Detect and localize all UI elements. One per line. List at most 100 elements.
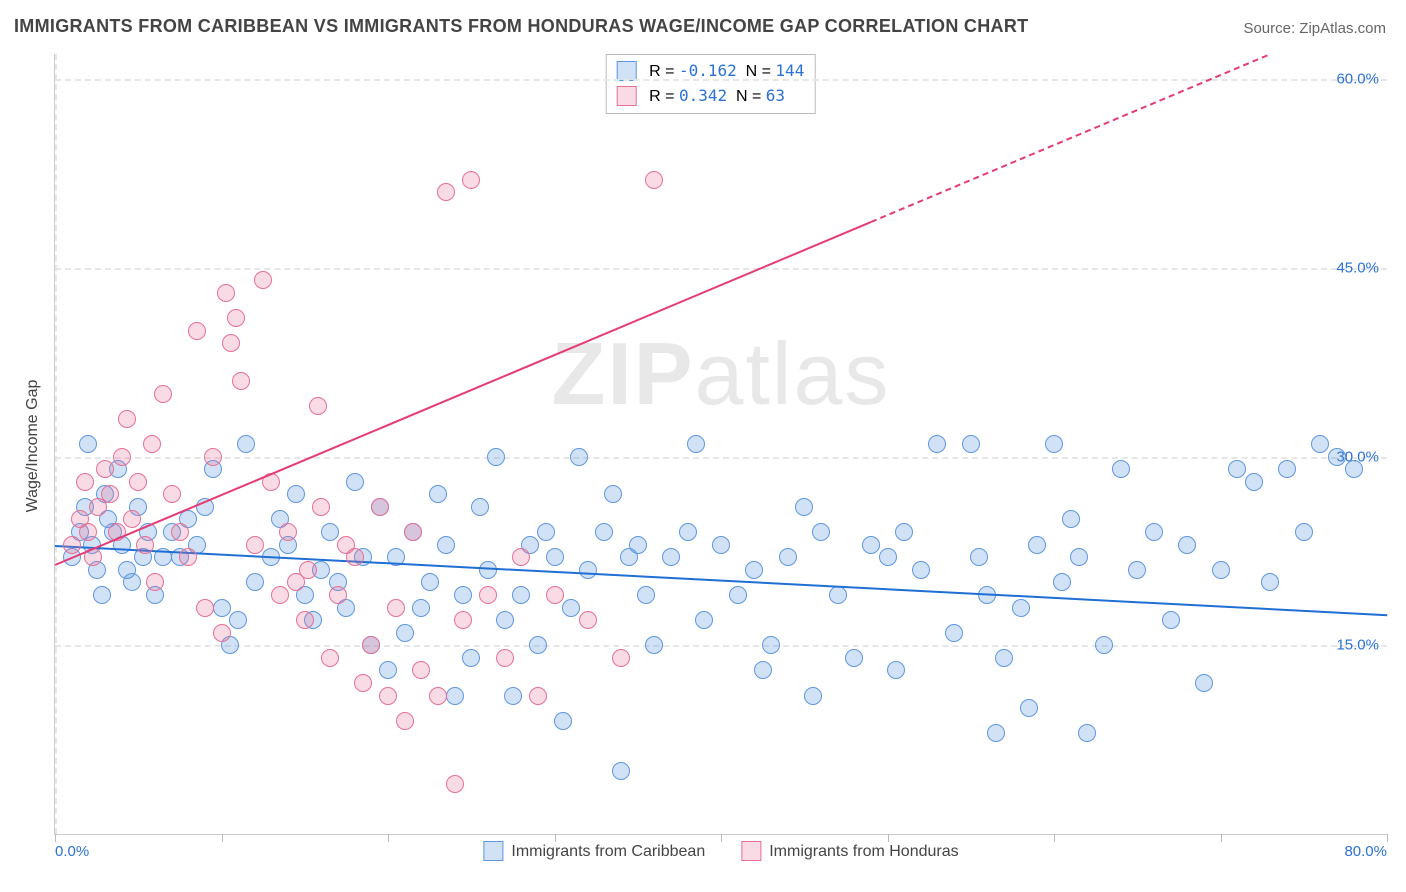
- scatter-point: [1212, 561, 1230, 579]
- scatter-point: [217, 284, 235, 302]
- scatter-point: [136, 536, 154, 554]
- scatter-point: [987, 724, 1005, 742]
- legend-item: Immigrants from Caribbean: [483, 842, 705, 862]
- scatter-point: [312, 498, 330, 516]
- scatter-point: [163, 485, 181, 503]
- corr-row: R = 0.342 N = 63: [617, 84, 805, 109]
- scatter-point: [645, 636, 663, 654]
- scatter-point: [196, 599, 214, 617]
- scatter-point: [237, 435, 255, 453]
- scatter-point: [829, 586, 847, 604]
- scatter-point: [1012, 599, 1030, 617]
- scatter-point: [887, 661, 905, 679]
- scatter-point: [1261, 573, 1279, 591]
- scatter-point: [1095, 636, 1113, 654]
- scatter-point: [412, 661, 430, 679]
- scatter-point: [462, 171, 480, 189]
- scatter-point: [496, 649, 514, 667]
- x-tick: [55, 834, 56, 842]
- scatter-point: [554, 712, 572, 730]
- scatter-point: [1112, 460, 1130, 478]
- legend-item: Immigrants from Honduras: [741, 842, 958, 862]
- scatter-point: [227, 309, 245, 327]
- scatter-point: [662, 548, 680, 566]
- scatter-point: [446, 687, 464, 705]
- gridline: [55, 54, 57, 834]
- scatter-point: [279, 523, 297, 541]
- scatter-point: [546, 586, 564, 604]
- scatter-point: [512, 548, 530, 566]
- scatter-point: [1145, 523, 1163, 541]
- scatter-point: [845, 649, 863, 667]
- scatter-point: [1295, 523, 1313, 541]
- y-tick-label: 45.0%: [1336, 259, 1379, 276]
- scatter-point: [79, 523, 97, 541]
- scatter-point: [113, 448, 131, 466]
- scatter-point: [745, 561, 763, 579]
- scatter-point: [912, 561, 930, 579]
- scatter-point: [421, 573, 439, 591]
- scatter-point: [754, 661, 772, 679]
- scatter-point: [309, 397, 327, 415]
- scatter-point: [437, 183, 455, 201]
- scatter-point: [287, 485, 305, 503]
- y-tick-label: 15.0%: [1336, 637, 1379, 654]
- scatter-point: [612, 649, 630, 667]
- scatter-point: [812, 523, 830, 541]
- scatter-point: [123, 510, 141, 528]
- correlation-legend: R = -0.162 N = 144 R = 0.342 N = 63: [606, 54, 816, 114]
- x-tick: [1221, 834, 1222, 842]
- scatter-point: [204, 448, 222, 466]
- scatter-point: [246, 573, 264, 591]
- scatter-point: [321, 649, 339, 667]
- scatter-point: [346, 548, 364, 566]
- x-axis-min: 0.0%: [55, 843, 89, 860]
- scatter-point: [429, 687, 447, 705]
- scatter-point: [454, 611, 472, 629]
- x-tick: [888, 834, 889, 842]
- scatter-point: [1278, 460, 1296, 478]
- scatter-point: [296, 611, 314, 629]
- scatter-point: [687, 435, 705, 453]
- scatter-point: [123, 573, 141, 591]
- scatter-point: [779, 548, 797, 566]
- scatter-point: [1053, 573, 1071, 591]
- scatter-point: [379, 661, 397, 679]
- scatter-point: [1345, 460, 1363, 478]
- scatter-point: [479, 586, 497, 604]
- scatter-point: [462, 649, 480, 667]
- scatter-point: [928, 435, 946, 453]
- scatter-point: [379, 687, 397, 705]
- scatter-point: [213, 624, 231, 642]
- scatter-point: [1328, 448, 1346, 466]
- scatter-point: [354, 674, 372, 692]
- x-tick: [1054, 834, 1055, 842]
- scatter-point: [101, 485, 119, 503]
- scatter-point: [371, 498, 389, 516]
- scatter-point: [862, 536, 880, 554]
- gridline: [55, 645, 1387, 647]
- x-tick: [388, 834, 389, 842]
- scatter-point: [570, 448, 588, 466]
- trend-line: [55, 221, 872, 566]
- scatter-point: [454, 586, 472, 604]
- scatter-point: [529, 687, 547, 705]
- plot-area: ZIPatlas R = -0.162 N = 144 R = 0.342 N …: [54, 54, 1387, 835]
- scatter-point: [529, 636, 547, 654]
- x-tick: [222, 834, 223, 842]
- series-legend: Immigrants from Caribbean Immigrants from…: [483, 842, 958, 862]
- scatter-point: [729, 586, 747, 604]
- scatter-point: [1078, 724, 1096, 742]
- gridline: [55, 268, 1387, 270]
- scatter-point: [629, 536, 647, 554]
- scatter-point: [387, 599, 405, 617]
- scatter-point: [1128, 561, 1146, 579]
- scatter-point: [795, 498, 813, 516]
- scatter-point: [1045, 435, 1063, 453]
- scatter-point: [962, 435, 980, 453]
- scatter-point: [637, 586, 655, 604]
- x-axis-max: 80.0%: [1344, 843, 1387, 860]
- x-tick: [555, 834, 556, 842]
- scatter-point: [679, 523, 697, 541]
- scatter-point: [762, 636, 780, 654]
